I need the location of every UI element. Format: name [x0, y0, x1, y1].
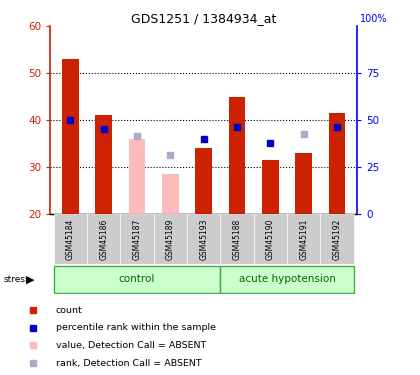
Bar — [154, 214, 187, 264]
Bar — [254, 214, 287, 264]
Text: GSM45188: GSM45188 — [233, 218, 241, 259]
Text: percentile rank within the sample: percentile rank within the sample — [56, 323, 216, 332]
Text: GSM45190: GSM45190 — [266, 218, 275, 260]
Text: GSM45193: GSM45193 — [199, 218, 208, 260]
Bar — [329, 113, 345, 214]
Bar — [295, 153, 312, 214]
Text: stress: stress — [3, 275, 30, 284]
Text: GSM45189: GSM45189 — [166, 218, 175, 260]
Bar — [54, 214, 87, 264]
Text: GSM45187: GSM45187 — [133, 218, 142, 260]
Text: GSM45184: GSM45184 — [66, 218, 75, 260]
Text: control: control — [119, 274, 155, 284]
Bar — [162, 174, 178, 214]
Text: acute hypotension: acute hypotension — [239, 274, 336, 284]
Bar — [220, 214, 254, 264]
Text: count: count — [56, 306, 82, 315]
Bar — [262, 160, 279, 214]
Title: GDS1251 / 1384934_at: GDS1251 / 1384934_at — [131, 12, 276, 25]
Bar — [54, 266, 220, 293]
Bar — [87, 214, 121, 264]
Text: 100%: 100% — [360, 14, 388, 24]
Bar — [121, 214, 154, 264]
Bar — [229, 97, 245, 214]
Bar — [220, 266, 354, 293]
Text: GSM45186: GSM45186 — [99, 218, 108, 260]
Text: GSM45191: GSM45191 — [299, 218, 308, 260]
Text: value, Detection Call = ABSENT: value, Detection Call = ABSENT — [56, 341, 206, 350]
Bar — [62, 59, 79, 214]
Text: ▶: ▶ — [26, 274, 35, 284]
Text: GSM45192: GSM45192 — [333, 218, 341, 260]
Text: rank, Detection Call = ABSENT: rank, Detection Call = ABSENT — [56, 358, 202, 368]
Bar — [287, 214, 320, 264]
Bar — [129, 139, 145, 214]
Bar — [320, 214, 354, 264]
Bar — [187, 214, 220, 264]
Bar — [95, 116, 112, 214]
Bar — [195, 148, 212, 214]
